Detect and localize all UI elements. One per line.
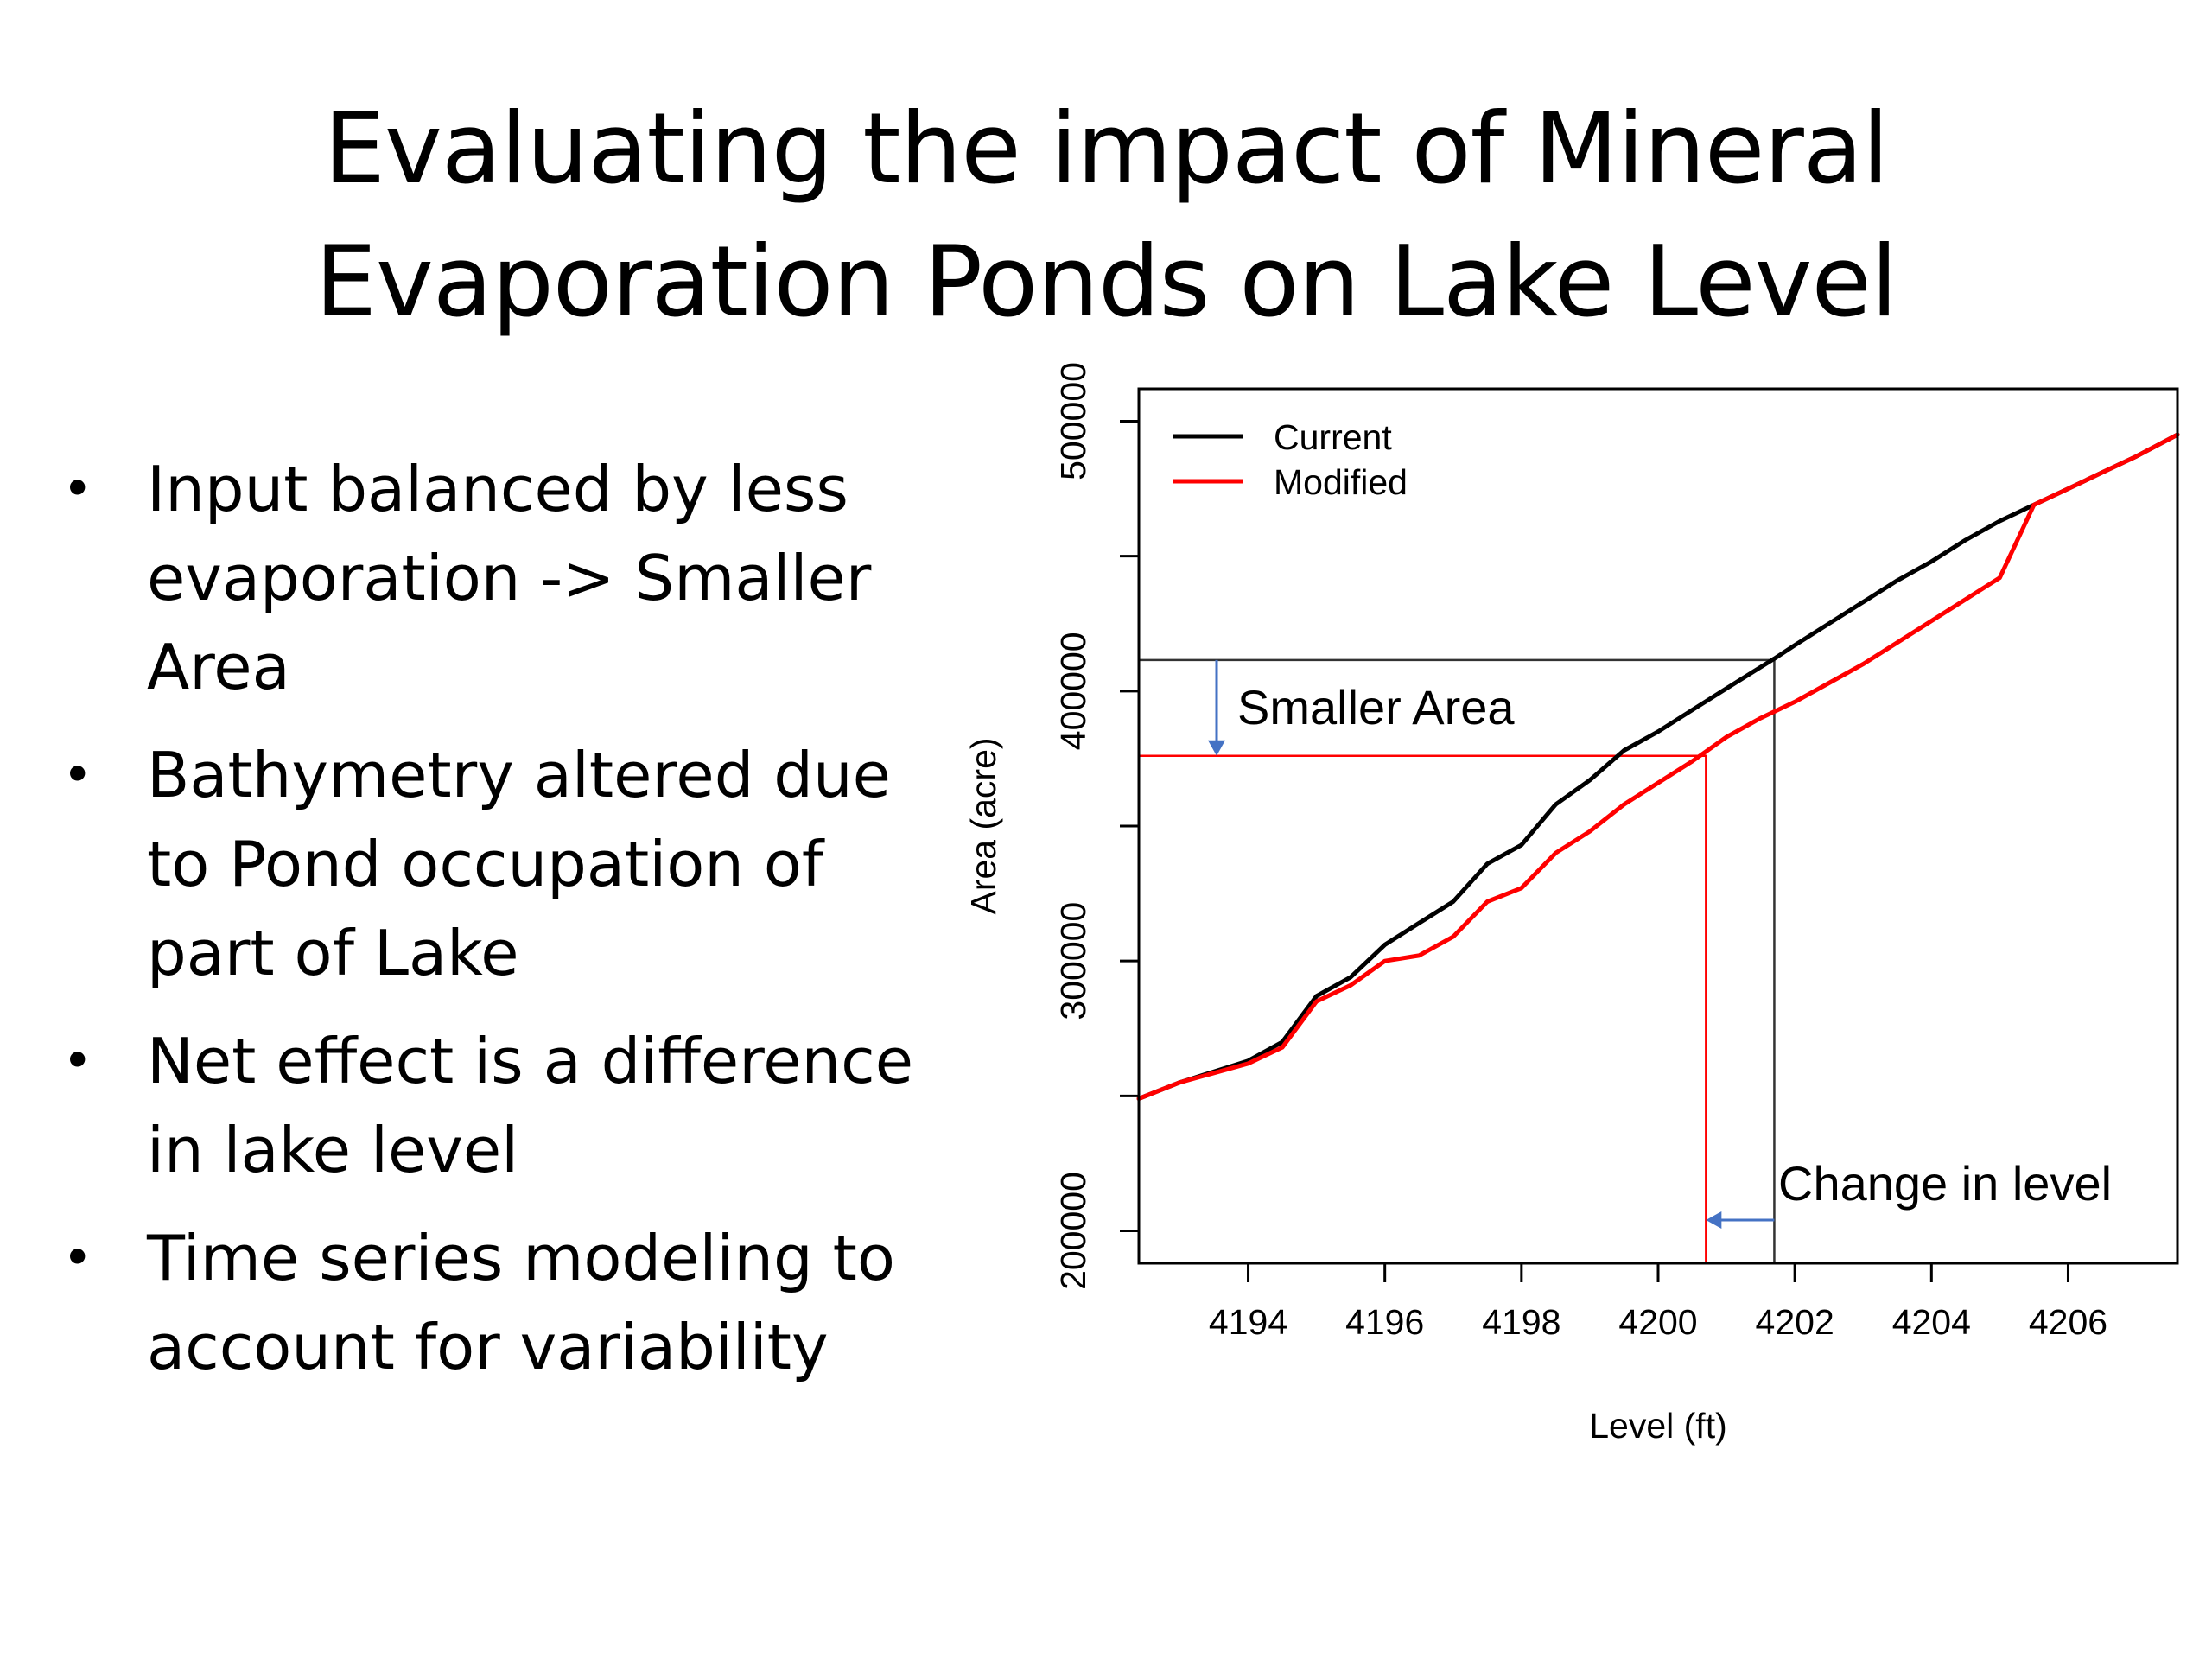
y-tick-label: 200000: [1053, 1172, 1093, 1290]
x-tick-label: 4206: [2029, 1302, 2107, 1342]
bullet-dot: •: [62, 459, 93, 519]
bullet-item: • Bathymetry altered due to Pond occupat…: [52, 731, 916, 998]
y-axis-label: Area (acre): [963, 737, 1003, 914]
x-tick-label: 4204: [1892, 1302, 1971, 1342]
x-axis-label: Level (ft): [1589, 1406, 1727, 1446]
y-tick-label: 300000: [1053, 902, 1093, 1020]
legend: Current Modified: [1173, 417, 1408, 502]
legend-label-current: Current: [1274, 417, 1392, 457]
x-tick-label: 4196: [1345, 1302, 1424, 1342]
bullet-line: account for variability: [147, 1311, 829, 1383]
modified-guide-line: [1139, 754, 1707, 1263]
series-line-modified: [1136, 432, 2180, 1101]
bullet-dot: •: [62, 1228, 93, 1288]
bullet-item: • Time series modeling to account for va…: [52, 1214, 916, 1392]
change-in-level-label: Change in level: [1778, 1156, 2112, 1211]
y-tick-label: 400000: [1053, 632, 1093, 750]
bullet-line: Area: [147, 631, 290, 703]
x-tick-label: 4194: [1209, 1302, 1287, 1342]
slide-title: Evaluating the impact of Mineral Evapora…: [0, 82, 2212, 348]
x-tick-label: 4198: [1482, 1302, 1560, 1342]
bullet-line: Bathymetry altered due: [147, 739, 891, 811]
series-line-current: [1136, 432, 2180, 1101]
bullet-line: Time series modeling to: [147, 1222, 895, 1294]
title-line-2: Evaporation Ponds on Lake Level: [315, 225, 1898, 339]
plot-frame: [1137, 387, 2179, 1265]
bullet-item: • Net effect is a difference in lake lev…: [52, 1017, 916, 1195]
x-tick-label: 4202: [1756, 1302, 1834, 1342]
title-line-1: Evaluating the impact of Mineral: [323, 92, 1890, 206]
current-guide-line: [1139, 658, 1776, 1263]
bullet-line: Net effect is a difference: [147, 1025, 914, 1097]
bullet-line: part of Lake: [147, 917, 519, 989]
bullet-dot: •: [62, 745, 93, 805]
bullet-dot: •: [62, 1031, 93, 1091]
bullet-line: Input balanced by less: [147, 453, 849, 525]
change-level-arrowhead: [1706, 1211, 1722, 1229]
bullet-line: to Pond occupation of: [147, 828, 824, 900]
x-tick-label: 4200: [1618, 1302, 1697, 1342]
smaller-area-arrowhead: [1208, 740, 1225, 756]
bullet-item: • Input balanced by less evaporation -> …: [52, 445, 916, 712]
bullet-list: • Input balanced by less evaporation -> …: [52, 445, 916, 1411]
legend-label-modified: Modified: [1274, 462, 1408, 502]
bullet-line: in lake level: [147, 1114, 519, 1186]
smaller-area-label: Smaller Area: [1237, 680, 1515, 734]
bullet-line: evaporation -> Smaller: [147, 542, 872, 614]
y-tick-label: 500000: [1053, 362, 1093, 480]
